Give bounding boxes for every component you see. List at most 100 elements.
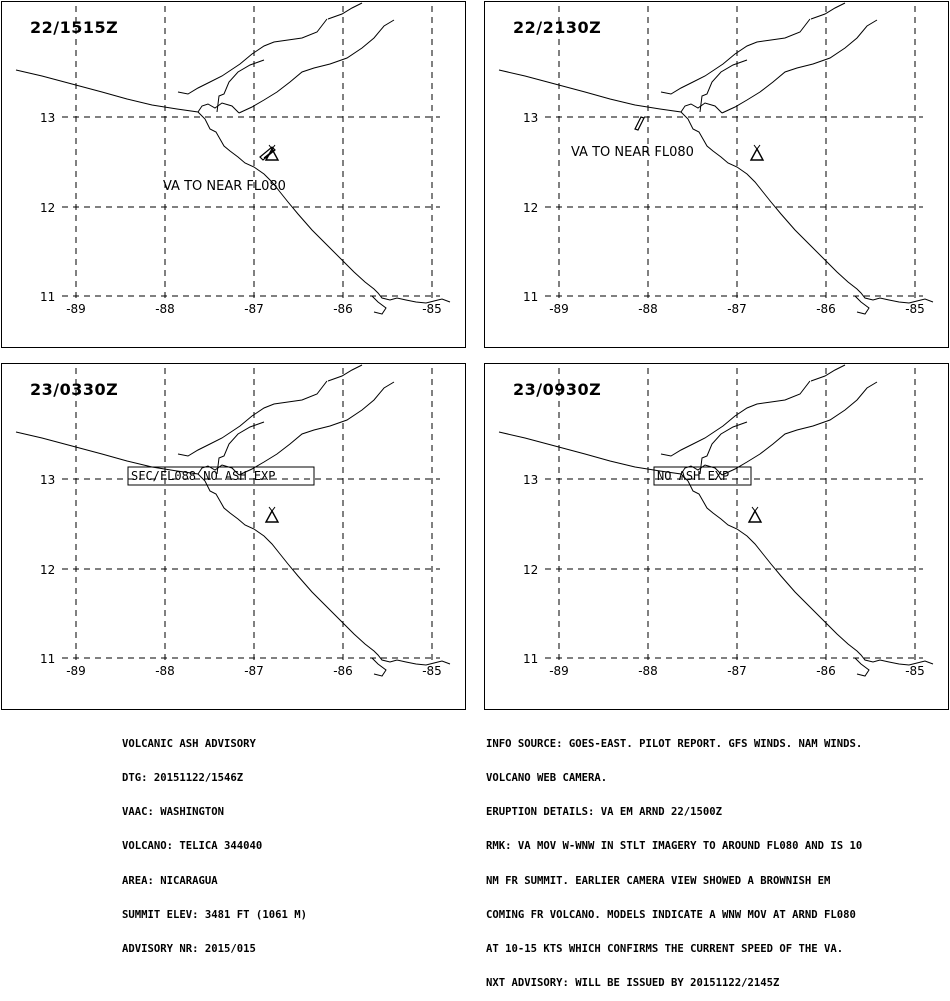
map-panel-3: 13 12 11 -89 -88 -87 -86 -85 SFC/FL088 NO ASH EX… <box>1 363 466 710</box>
latitude-label: 12 <box>523 563 538 577</box>
no-ash-box-text: SFC/FL088 NO ASH EXP <box>131 469 276 483</box>
border-line <box>660 380 811 457</box>
longitude-label: -85 <box>905 302 925 316</box>
border-line <box>854 295 870 315</box>
ash-cloud-polygon <box>634 116 645 131</box>
advisory-remarks-text: INFO SOURCE: GOES-EAST. PILOT REPORT. GF… <box>486 716 862 1001</box>
border-line <box>721 19 878 114</box>
no-ash-box <box>653 466 752 486</box>
border-line <box>177 18 328 95</box>
advisory-line: SUMMIT ELEV: 3481 FT (1061 M) <box>122 908 307 921</box>
advisory-line: VOLCANO WEB CAMERA. <box>486 772 608 785</box>
border-line <box>238 381 395 476</box>
map-canvas: 13 12 11 -89 -88 -87 -86 -85 SFC/FL088 NO ASH EX… <box>15 364 451 678</box>
ash-annotation-text: VA TO NEAR FL080 <box>163 179 286 194</box>
valid-time-label: 23/0930Z <box>513 380 602 399</box>
latitude-label: 12 <box>523 201 538 215</box>
border-line <box>680 464 723 476</box>
longitude-label: -86 <box>333 302 353 316</box>
longitude-label: -88 <box>155 302 175 316</box>
map-canvas: 13 12 11 -89 -88 -87 -86 -85 NO ASH EXP <box>498 364 934 678</box>
advisory-header-text: VOLCANIC ASH ADVISORY DTG: 20151122/1546… <box>122 716 307 967</box>
no-ash-box-text: NO ASH EXP <box>657 469 729 483</box>
border-line <box>371 657 387 677</box>
border-line <box>660 18 811 95</box>
map-canvas: 13 12 11 -89 -88 -87 -86 -85 VA TO NEAR FL080 <box>15 2 451 316</box>
border-line <box>216 59 265 113</box>
advisory-line: VOLCANO: TELICA 344040 <box>122 840 263 853</box>
volcano-plume-icon <box>751 506 759 512</box>
latitude-label: 11 <box>523 652 538 666</box>
longitude-label: -87 <box>244 302 264 316</box>
longitude-label: -86 <box>333 664 353 678</box>
longitude-label: -85 <box>422 302 442 316</box>
latitude-label: 11 <box>40 652 55 666</box>
latitude-label: 13 <box>523 473 538 487</box>
longitude-label: -89 <box>549 664 569 678</box>
map-panel-2: 13 12 11 -89 -88 -87 -86 -85 VA TO NEAR FL080 22… <box>484 1 949 348</box>
border-line <box>810 2 846 20</box>
latitude-label: 13 <box>40 111 55 125</box>
advisory-line: NM FR SUMMIT. EARLIER CAMERA VIEW SHOWED… <box>486 874 831 887</box>
border-line <box>699 59 748 113</box>
advisory-line: AT 10-15 KTS WHICH CONFIRMS THE CURRENT … <box>486 943 844 956</box>
volcano-triangle-icon <box>749 147 765 161</box>
volcano-triangle-icon <box>264 509 280 523</box>
map-canvas: 13 12 11 -89 -88 -87 -86 -85 VA TO NEAR FL080 <box>498 2 934 316</box>
no-ash-box <box>127 466 315 486</box>
valid-time-label: 22/1515Z <box>30 18 119 37</box>
volcano-plume-icon <box>753 144 761 150</box>
advisory-line: VAAC: WASHINGTON <box>122 806 225 819</box>
longitude-label: -87 <box>727 664 747 678</box>
border-line <box>177 380 328 457</box>
border-line <box>327 2 363 20</box>
advisory-line: COMING FR VOLCANO. MODELS INDICATE A WNW… <box>486 908 856 921</box>
coastline <box>15 431 451 666</box>
volcano-triangle-icon <box>747 509 763 523</box>
latitude-label: 13 <box>523 111 538 125</box>
longitude-label: -85 <box>905 664 925 678</box>
advisory-line: AREA: NICARAGUA <box>122 874 218 887</box>
map-panel-1: 13 12 11 -89 -88 -87 -86 -85 VA TO NEAR FL080 22… <box>1 1 466 348</box>
ash-annotation-text: VA TO NEAR FL080 <box>571 145 694 160</box>
longitude-label: -89 <box>66 302 86 316</box>
longitude-label: -88 <box>638 664 658 678</box>
latitude-label: 11 <box>40 290 55 304</box>
coastline <box>498 69 934 304</box>
border-line <box>721 381 878 476</box>
longitude-label: -86 <box>816 664 836 678</box>
map-panel-4: 13 12 11 -89 -88 -87 -86 -85 NO ASH EXP 23/0930Z <box>484 363 949 710</box>
advisory-line: VOLCANIC ASH ADVISORY <box>122 737 256 750</box>
longitude-label: -87 <box>727 302 747 316</box>
latitude-label: 12 <box>40 563 55 577</box>
latitude-label: 11 <box>523 290 538 304</box>
advisory-line: ADVISORY NR: 2015/015 <box>122 943 256 956</box>
longitude-label: -88 <box>638 302 658 316</box>
longitude-label: -89 <box>66 664 86 678</box>
border-line <box>327 364 363 382</box>
coastline <box>15 69 451 304</box>
border-line <box>699 421 748 475</box>
advisory-line: NXT ADVISORY: WILL BE ISSUED BY 20151122… <box>486 977 780 990</box>
longitude-label: -87 <box>244 664 264 678</box>
longitude-label: -86 <box>816 302 836 316</box>
border-line <box>197 464 240 476</box>
latitude-label: 12 <box>40 201 55 215</box>
advisory-line: RMK: VA MOV W-WNW IN STLT IMAGERY TO ARO… <box>486 840 863 853</box>
border-line <box>680 102 723 114</box>
border-line <box>197 102 240 114</box>
border-line <box>854 657 870 677</box>
latitude-label: 13 <box>40 473 55 487</box>
border-line <box>238 19 395 114</box>
longitude-label: -88 <box>155 664 175 678</box>
volcano-plume-icon <box>268 144 276 150</box>
coastline <box>498 431 934 666</box>
advisory-line: DTG: 20151122/1546Z <box>122 772 244 785</box>
valid-time-label: 22/2130Z <box>513 18 602 37</box>
valid-time-label: 23/0330Z <box>30 380 119 399</box>
advisory-line: INFO SOURCE: GOES-EAST. PILOT REPORT. GF… <box>486 737 863 750</box>
longitude-label: -89 <box>549 302 569 316</box>
border-line <box>371 295 387 315</box>
border-line <box>216 421 265 475</box>
ash-cloud-polygon <box>259 146 276 161</box>
